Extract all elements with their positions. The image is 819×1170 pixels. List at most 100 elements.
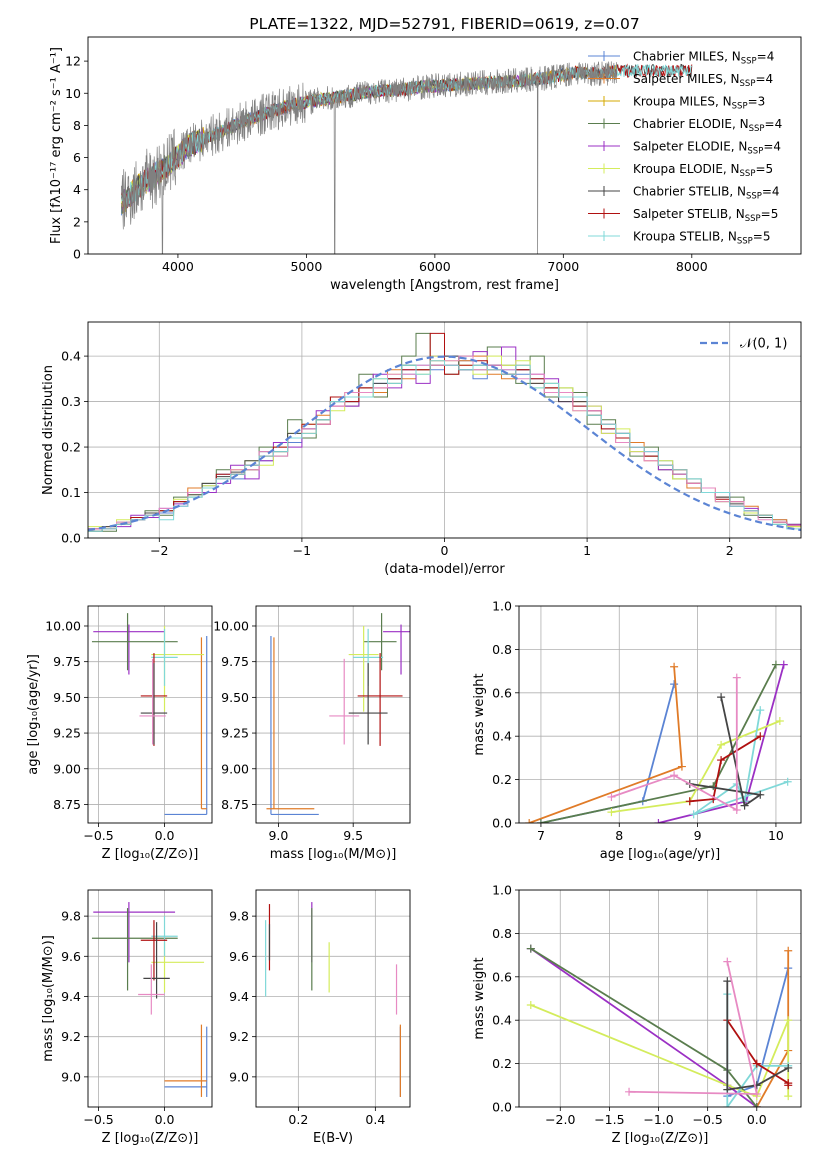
weight-marker [723,1103,732,1107]
y-tick-label: 0.2 [61,440,81,455]
weight-marker [525,819,534,823]
legend-label-name: Chabrier STELIB, N [633,185,746,199]
panel-age-vs-mass: 9.0 9.5 8.75 9.00 9.25 9.50 9.75 10.00 mass [log… [213,605,411,862]
histogram-step [88,360,801,538]
x-tick-label: 8 [615,828,623,843]
x-axis-label: E(B-V) [313,1131,353,1146]
x-tick-label: −0.5 [83,828,113,843]
x-tick-label: 0.0 [747,1112,767,1127]
y-tick-label: 0.4 [492,1013,512,1028]
legend-label-value: =4 [762,185,780,199]
x-tick-label: 6000 [419,259,451,274]
y-tick-label: 9.0 [229,1069,249,1084]
y-tick-label: 9.8 [229,909,249,924]
x-axis-label: Z [log₁₀(Z/Z⊙)] [612,1131,709,1146]
x-tick-label: 7000 [547,259,579,274]
legend-label: Salpeter MILES, NSSP=4 [633,72,773,89]
y-tick-label: 9.4 [229,989,249,1004]
weight-marker [752,1089,761,1098]
x-tick-label: 9.5 [343,828,363,843]
legend-label-sub: SSP [740,169,756,179]
y-tick-label: 0.8 [492,926,512,941]
legend-label: Kroupa ELODIE, NSSP=5 [633,162,773,179]
normal-curve [88,355,801,532]
legend-label-value: =4 [755,72,773,86]
axes-frame [255,605,411,824]
weight-marker [756,706,765,715]
weight-marker [670,771,679,780]
weight-marker [625,1087,634,1096]
legend-label-sub: SSP [749,124,765,134]
x-tick-label: 0.2 [288,1112,308,1127]
y-tick-label: 0.2 [492,1056,512,1071]
plot-area-mass-vs-z [88,890,212,1107]
x-tick-label: −2.0 [545,1112,575,1127]
legend-label-sub: SSP [732,102,748,112]
chart-title: PLATE=1322, MJD=52791, FIBERID=0619, z=0… [249,15,639,33]
panel-mass-vs-z: −0.5 0.0 9.0 9.2 9.4 9.6 9.8 Z [log₁₀(Z/Z⊙)] mas… [41,889,213,1146]
weight-marker [526,1001,535,1010]
y-tick-label: 9.2 [61,1029,81,1044]
legend-label-value: =3 [748,95,766,109]
x-tick-label: 4000 [162,259,194,274]
panels: 4000 5000 6000 7000 8000024681012wavelength … [26,15,802,1146]
weight-line [611,720,781,813]
axes-frame [518,605,802,824]
x-tick-label: 0.0 [155,1112,175,1127]
weight-marker [740,801,749,810]
weight-marker [677,762,686,771]
legend-label: Chabrier MILES, NSSP=4 [633,50,774,67]
y-axis-label: age [log₁₀(age/yr)] [26,654,41,775]
weight-marker [654,819,663,823]
y-axis-label: Normed distribution [41,365,56,495]
x-tick-label: −1 [293,543,311,558]
y-axis-label: mass [log₁₀(M/M⊙)] [41,935,56,1062]
weight-marker [752,1059,761,1068]
weight-marker [775,717,784,726]
y-tick-label: 9.6 [61,949,81,964]
legend-label-name: Chabrier ELODIE, N [633,117,749,131]
weight-line [689,735,761,803]
x-tick-label: 0 [441,543,449,558]
plot-area-mass-vs-ebv [256,890,410,1107]
y-tick-label: 9.8 [61,909,81,924]
weight-marker [536,819,545,823]
weight-marker [685,797,694,806]
y-tick-label: 8 [73,118,81,133]
legend-label: Kroupa STELIB, NSSP=5 [633,230,771,247]
legend-label: 𝒩(0, 1) [740,337,787,352]
weight-marker [607,808,616,817]
axes-frame [87,605,213,824]
x-tick-label: 1 [583,543,591,558]
weight-marker [689,810,698,819]
weight-marker [784,1063,793,1072]
panel-spectrum: 4000 5000 6000 7000 8000 0 2 4 6 8 10 12 wavelength … [49,15,802,293]
y-tick-label: 0.2 [492,772,512,787]
x-axis-label: (data-model)/error [384,562,505,577]
plot-area-spectrum [120,61,693,254]
y-tick-label: 8.75 [221,797,249,812]
axes-frame [255,889,411,1108]
weight-marker [771,660,780,669]
x-tick-label: −2 [150,543,168,558]
weight-marker [756,790,765,799]
legend-label-value: =4 [765,117,783,131]
axes-frame [518,889,802,1108]
x-tick-label: 10 [768,828,784,843]
weight-marker [784,1081,793,1090]
plot-area-weight-vs-age [519,606,801,823]
y-tick-label: 9.4 [61,989,81,1004]
y-tick-label: 0.6 [492,685,512,700]
y-tick-label: 0.0 [492,1100,512,1115]
weight-line [611,677,738,812]
weight-marker [723,1085,732,1094]
y-tick-label: 0.3 [61,394,81,409]
x-axis-label: mass [log₁₀(M/M⊙)] [270,847,397,862]
y-tick-label: 0.0 [492,816,512,831]
weight-marker [752,1103,761,1107]
legend-label-value: =5 [755,162,773,176]
x-tick-label: −1.5 [594,1112,624,1127]
panel-weight-vs-age: 7 8 9 10 0.0 0.2 0.4 0.6 0.8 1.0 age [log₁₀(age/yr… [472,599,802,862]
weight-marker [756,732,765,741]
x-tick-label: −0.5 [83,1112,113,1127]
